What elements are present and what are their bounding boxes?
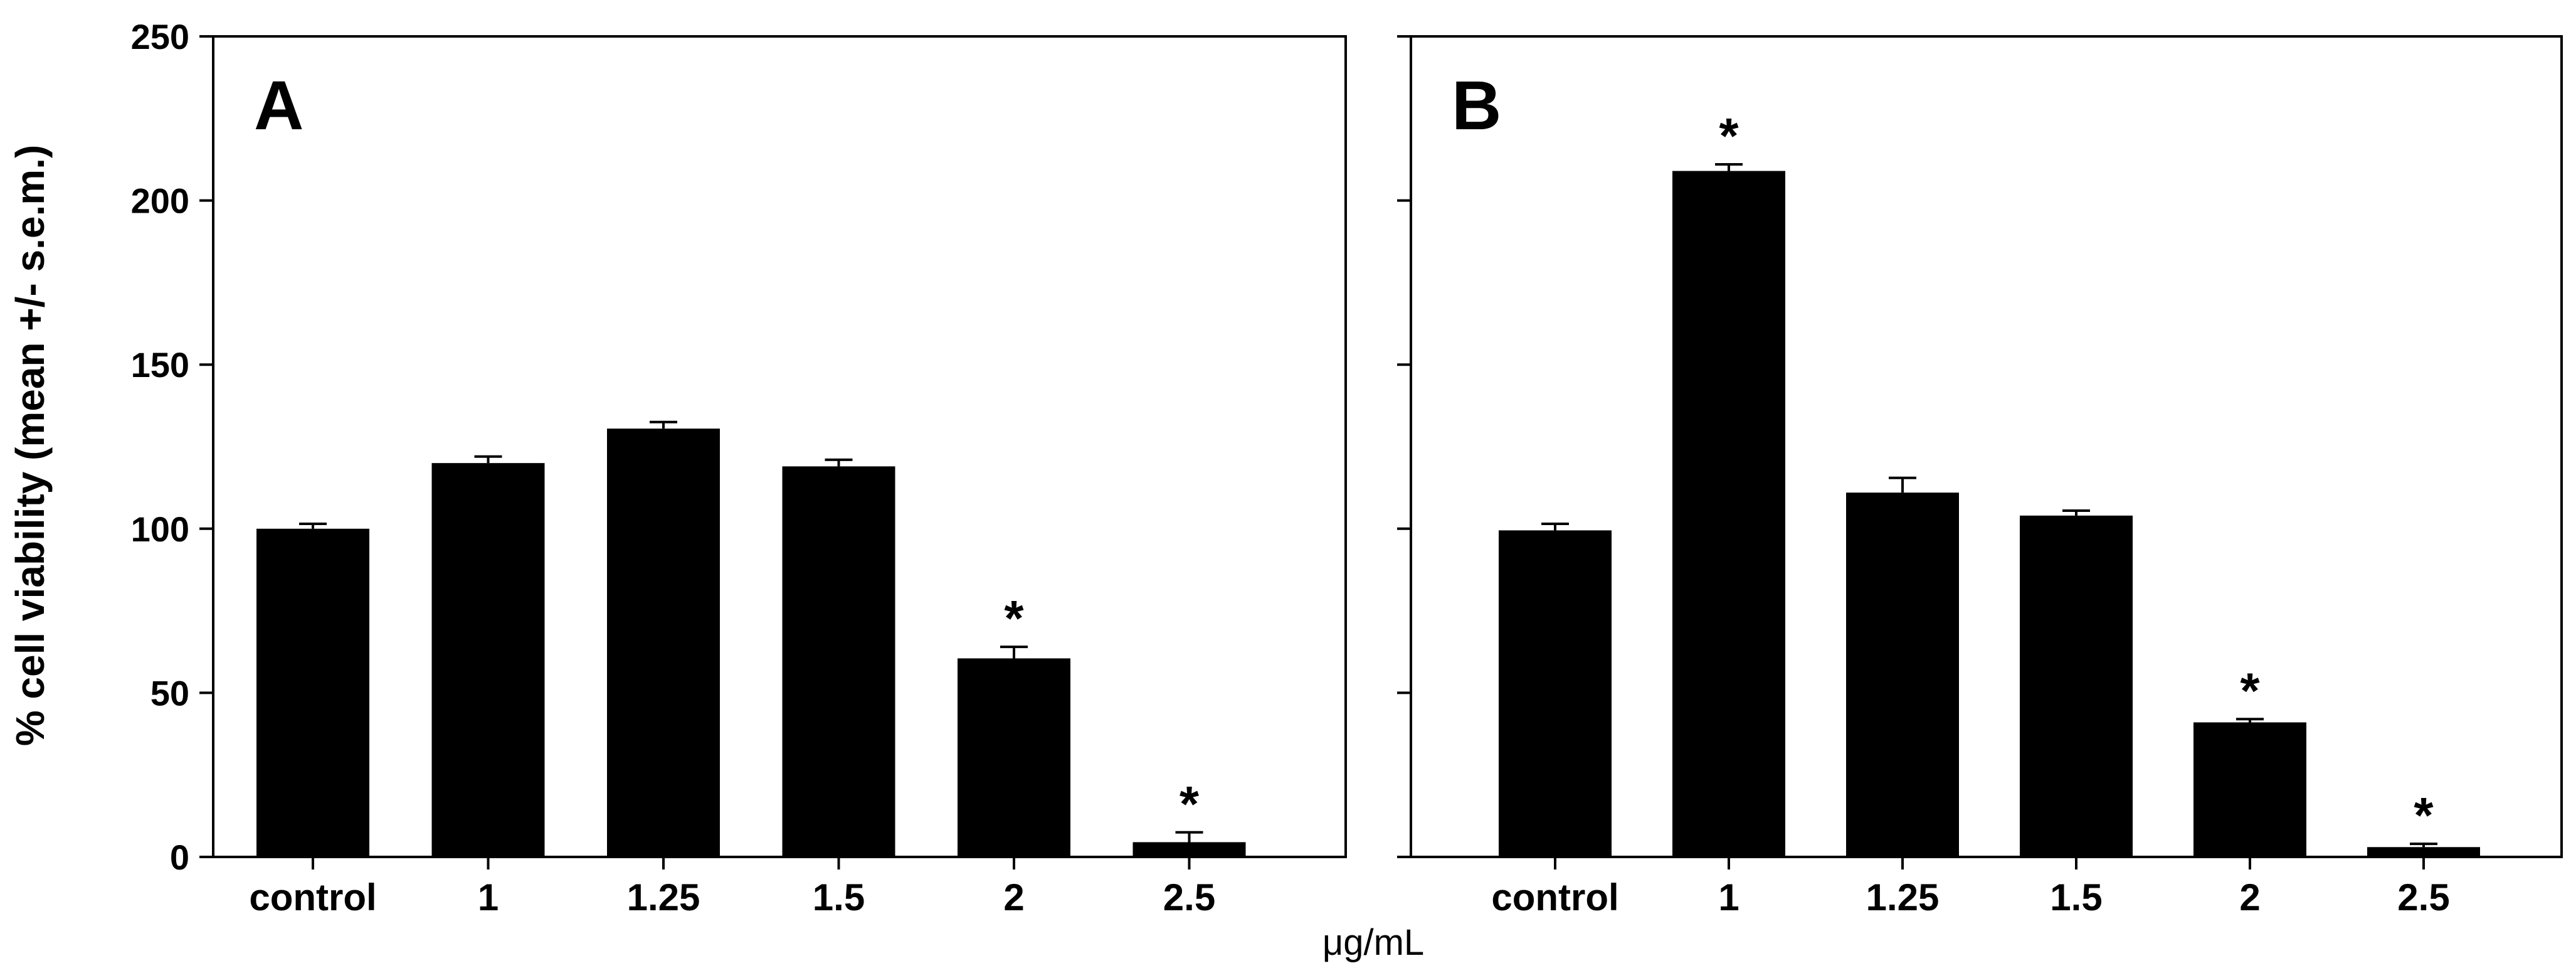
x-category-label: 1.25 xyxy=(627,876,700,918)
bar xyxy=(2367,847,2480,857)
x-category-label: 1.5 xyxy=(2050,876,2102,918)
x-category-label: control xyxy=(249,876,376,918)
x-category-label: 2 xyxy=(1003,876,1024,918)
bar xyxy=(256,528,369,857)
y-tick-label: 200 xyxy=(131,181,189,221)
plot-frame xyxy=(212,35,1347,858)
x-category-label: 1 xyxy=(1718,876,1739,918)
y-tick-label: 0 xyxy=(170,837,189,877)
plot-frame xyxy=(1410,35,2563,858)
significance-star: * xyxy=(2414,787,2434,843)
bar xyxy=(431,463,545,857)
bar xyxy=(958,658,1070,857)
bar xyxy=(1846,492,1959,857)
y-tick-label: 100 xyxy=(131,509,189,549)
significance-star: * xyxy=(2240,662,2260,718)
significance-star: * xyxy=(1719,108,1739,164)
x-category-label: 1.25 xyxy=(1866,876,1940,918)
y-axis-title: % cell viability (mean +/- s.e.m.) xyxy=(8,145,53,747)
bar xyxy=(1672,171,1785,858)
bar xyxy=(1499,530,1612,857)
bar xyxy=(782,466,895,857)
significance-star: * xyxy=(1004,590,1024,646)
panel-label: B xyxy=(1452,67,1501,144)
x-category-label: 2.5 xyxy=(1163,876,1215,918)
x-category-label: control xyxy=(1491,876,1618,918)
panel-label: A xyxy=(254,67,304,144)
y-tick-label: 250 xyxy=(131,17,189,56)
y-tick-label: 150 xyxy=(131,345,189,385)
bar xyxy=(2193,722,2306,857)
x-category-label: 2.5 xyxy=(2397,876,2449,918)
y-tick-label: 50 xyxy=(150,673,189,713)
significance-star: * xyxy=(1180,776,1200,832)
x-axis-title: μg/mL xyxy=(1322,922,1424,963)
x-category-label: 2 xyxy=(2239,876,2260,918)
x-category-label: 1.5 xyxy=(813,876,865,918)
bar xyxy=(1132,842,1246,857)
bar xyxy=(607,428,720,857)
x-category-label: 1 xyxy=(478,876,499,918)
bar xyxy=(2020,515,2133,857)
